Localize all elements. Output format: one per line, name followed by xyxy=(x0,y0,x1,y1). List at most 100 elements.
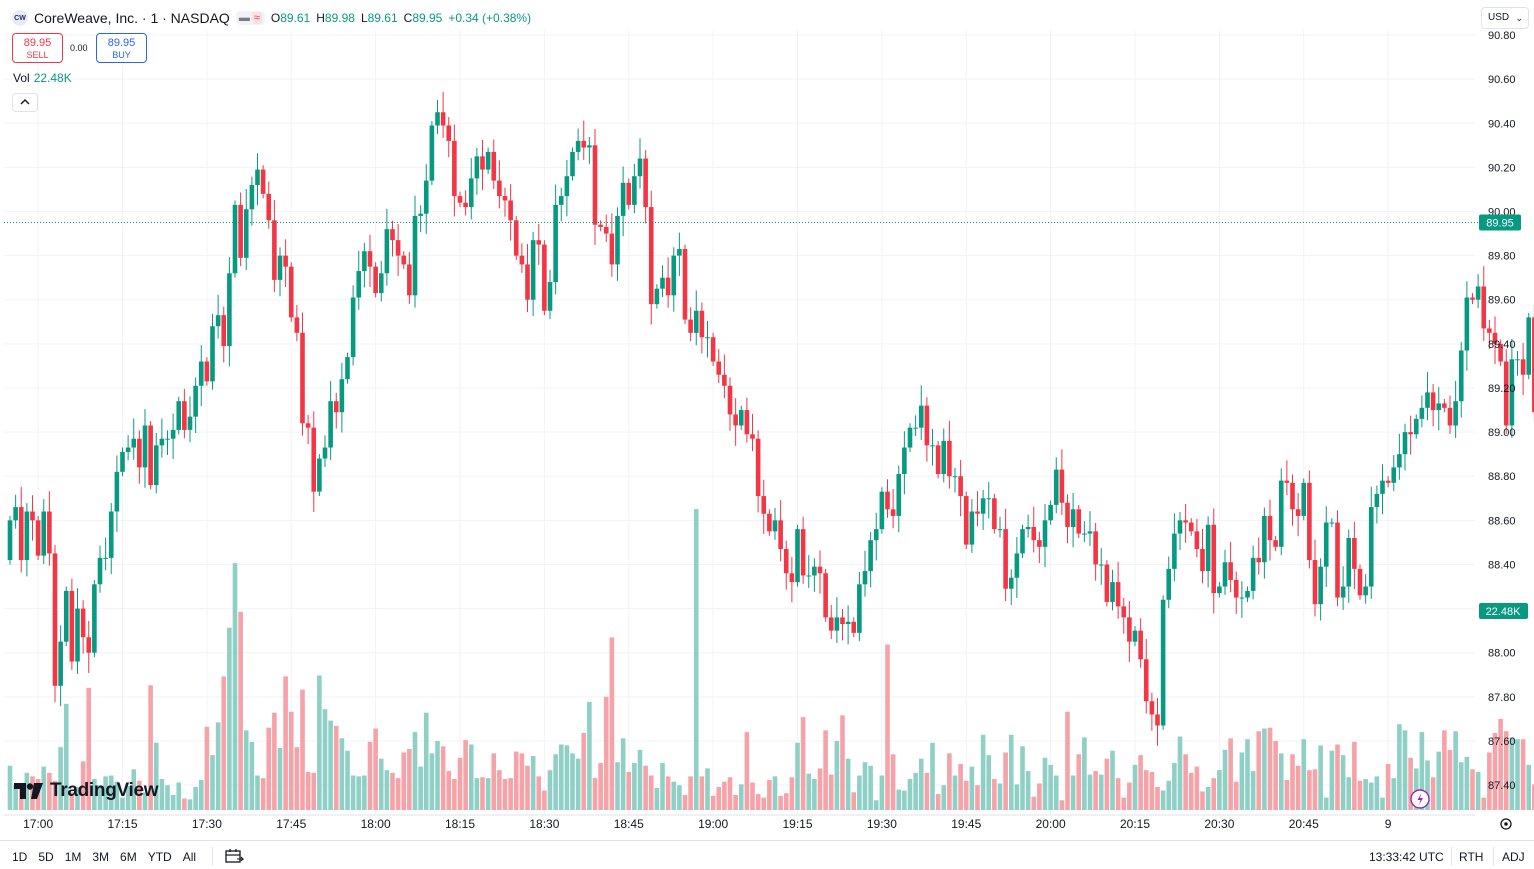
volume-bar xyxy=(7,765,13,810)
volume-bar xyxy=(935,794,941,810)
buy-button[interactable]: 89.95 BUY xyxy=(96,33,147,63)
candle-body xyxy=(738,410,744,426)
range-1d[interactable]: 1D xyxy=(12,850,28,864)
range-5d[interactable]: 5D xyxy=(38,850,54,864)
candle-body xyxy=(1104,564,1110,602)
candle-body xyxy=(395,240,401,256)
volume-bar xyxy=(423,712,429,810)
candle-body xyxy=(255,169,260,186)
candle-body xyxy=(339,379,345,413)
range-3m[interactable]: 3M xyxy=(92,850,110,864)
candle-body xyxy=(603,226,609,234)
candle-body xyxy=(862,571,868,585)
volume-bar xyxy=(125,786,131,810)
clock-timezone[interactable]: 13:33:42 UTC xyxy=(1369,850,1444,864)
volume-bar xyxy=(1492,733,1498,810)
candle-body xyxy=(1222,562,1228,587)
symbol-title[interactable]: CoreWeave, Inc. · 1 · NASDAQ xyxy=(34,10,230,26)
price-tick-label: 87.60 xyxy=(1488,736,1516,748)
candle-body xyxy=(52,553,58,686)
volume-bar xyxy=(907,779,913,810)
volume-bar xyxy=(902,790,907,810)
volume-bar xyxy=(429,753,435,810)
volume-bar xyxy=(1363,779,1368,810)
calendar-range-icon[interactable] xyxy=(224,848,244,864)
indicator-toggle[interactable]: ▬ ≈ xyxy=(235,11,265,25)
time-tick-label: 9 xyxy=(1385,817,1392,831)
price-change: +0.34 (+0.38%) xyxy=(448,11,532,25)
candle-body xyxy=(868,540,873,572)
candle-body xyxy=(373,266,378,294)
volume-bar xyxy=(992,779,997,810)
currency-select[interactable]: USD ⌄ xyxy=(1481,7,1529,29)
candle-body xyxy=(947,440,952,477)
candle-body xyxy=(1458,350,1464,402)
volume-bar xyxy=(485,778,491,810)
candle-body xyxy=(1492,332,1498,344)
candle-body xyxy=(1008,577,1014,589)
volume-bar xyxy=(1138,755,1143,810)
candle-body xyxy=(378,273,384,294)
candle-body xyxy=(570,151,575,177)
candle-body xyxy=(58,641,63,686)
range-all[interactable]: All xyxy=(182,850,197,864)
replay-icon[interactable] xyxy=(1410,789,1430,809)
volume-bar xyxy=(1205,786,1211,810)
volume-bar xyxy=(1397,724,1402,810)
session-toggle[interactable]: RTH xyxy=(1459,850,1484,864)
settings-icon[interactable] xyxy=(1500,818,1512,830)
adjust-toggle[interactable]: ADJ xyxy=(1502,850,1525,864)
candle-body xyxy=(221,315,227,347)
collapse-legend-button[interactable] xyxy=(12,93,38,112)
candle-body xyxy=(294,317,300,333)
volume-bar xyxy=(165,785,170,810)
volume-bar xyxy=(1194,766,1200,810)
volume-bar xyxy=(1318,745,1323,810)
candle-body xyxy=(1284,480,1290,483)
tradingview-watermark[interactable]: TradingView xyxy=(14,780,159,802)
candle-body xyxy=(423,180,429,214)
candle-body xyxy=(1397,454,1402,468)
volume-bar xyxy=(547,770,553,810)
volume-bar xyxy=(828,774,834,810)
volume-bar xyxy=(738,784,744,810)
volume-bar xyxy=(519,753,525,810)
candle-body xyxy=(1172,533,1177,569)
range-1m[interactable]: 1M xyxy=(64,850,82,864)
candle-body xyxy=(513,220,519,256)
candle-body xyxy=(896,474,902,516)
sell-button[interactable]: 89.95 SELL xyxy=(12,33,63,63)
volume-bar xyxy=(69,792,75,810)
candle-body xyxy=(1200,549,1205,572)
candle-body xyxy=(435,112,440,126)
volume-bar xyxy=(1031,796,1037,810)
volume-bar xyxy=(1295,765,1301,810)
volume-bar xyxy=(1008,734,1014,810)
range-ytd[interactable]: YTD xyxy=(147,850,172,864)
volume-bar xyxy=(598,763,603,810)
candle-body xyxy=(305,423,311,428)
volume-bar xyxy=(648,775,654,810)
time-tick-label: 20:45 xyxy=(1289,817,1319,831)
candle-body xyxy=(1368,507,1374,587)
volume-bar xyxy=(1329,750,1335,810)
candle-body xyxy=(789,573,795,583)
volume-bar xyxy=(682,794,688,810)
candle-body xyxy=(238,204,243,258)
candle-body xyxy=(1335,522,1340,598)
volume-bar xyxy=(159,779,165,810)
volume-bar xyxy=(1020,746,1025,810)
volume-bar xyxy=(615,762,620,810)
candle-body xyxy=(851,621,857,633)
candle-body xyxy=(1346,537,1352,587)
volume-bar xyxy=(120,797,125,810)
price-tick-label: 88.00 xyxy=(1488,648,1516,660)
volume-bar xyxy=(924,772,930,810)
candle-body xyxy=(1515,359,1520,361)
range-6m[interactable]: 6M xyxy=(120,850,137,864)
price-chart[interactable]: 90.80 90.60 90.40 90.20 9 0.00 89.80 89.60 89.40… xyxy=(0,0,1534,840)
candle-body xyxy=(761,496,767,514)
time-axis[interactable]: 17:00 17:15 17:30 17:45 18:00 18:15 18:30 18:45… xyxy=(23,817,1392,831)
volume-bar xyxy=(47,772,52,810)
candle-body xyxy=(1526,317,1532,375)
